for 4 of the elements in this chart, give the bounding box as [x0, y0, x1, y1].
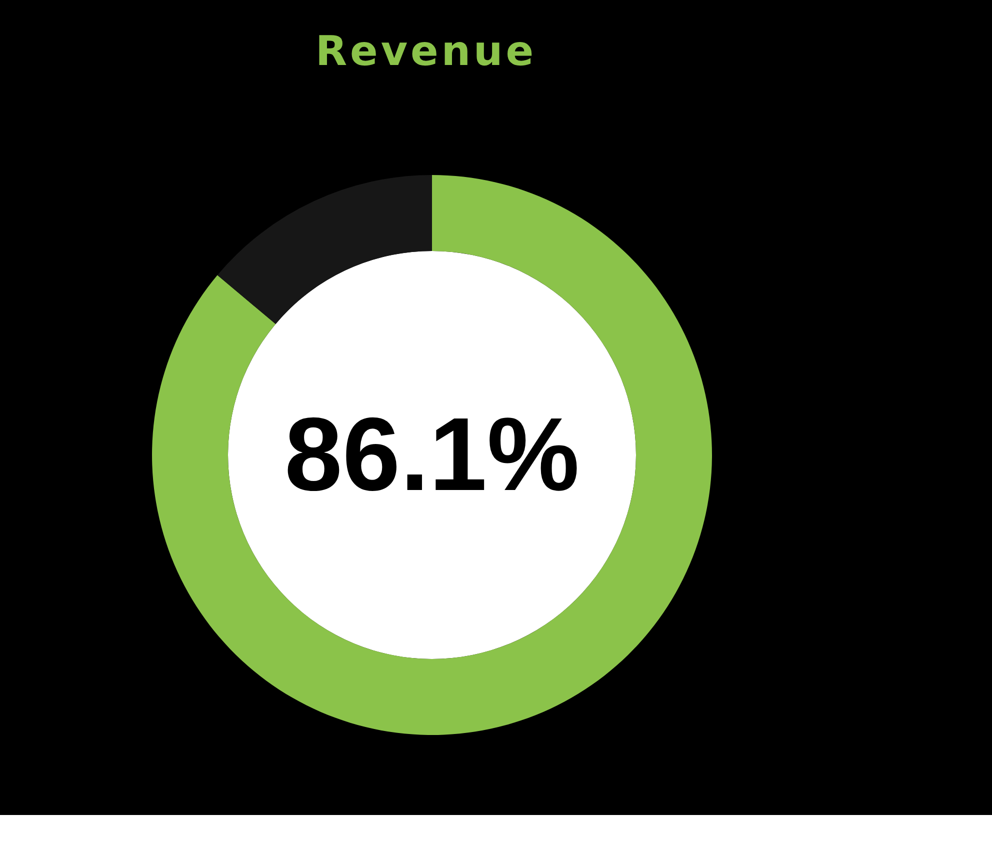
- text: 86.1%: [284, 396, 580, 515]
- donut-slice: [152, 175, 712, 735]
- donut-slice: [217, 175, 432, 324]
- chart-title: Revenue: [315, 26, 537, 76]
